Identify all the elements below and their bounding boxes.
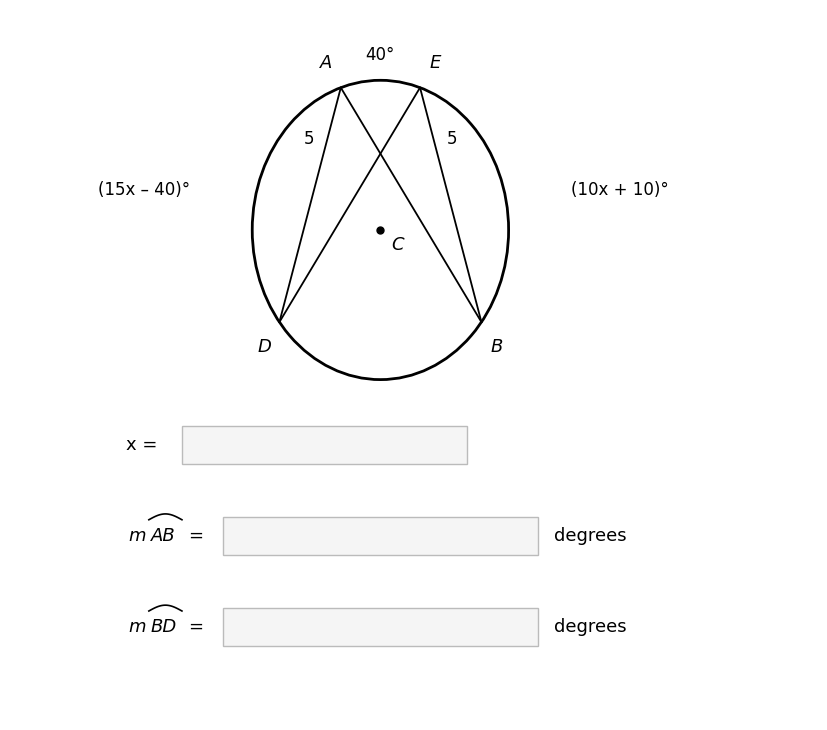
Text: m: m — [128, 527, 146, 545]
FancyBboxPatch shape — [182, 426, 467, 464]
Text: x =: x = — [126, 436, 157, 453]
Text: D: D — [257, 338, 271, 356]
Text: 40°: 40° — [366, 46, 395, 64]
Text: 5: 5 — [447, 130, 457, 148]
Text: degrees: degrees — [554, 618, 627, 636]
Text: m: m — [128, 618, 146, 636]
Text: C: C — [391, 236, 404, 254]
Text: E: E — [429, 53, 441, 72]
Text: (15x – 40)°: (15x – 40)° — [98, 181, 190, 199]
Text: AB: AB — [151, 527, 175, 545]
FancyBboxPatch shape — [223, 517, 538, 555]
Text: BD: BD — [151, 618, 177, 636]
Text: (10x + 10)°: (10x + 10)° — [571, 181, 668, 199]
Text: 5: 5 — [304, 130, 314, 148]
Text: B: B — [490, 338, 503, 356]
FancyBboxPatch shape — [223, 608, 538, 646]
Text: A: A — [320, 53, 332, 72]
Text: =: = — [188, 527, 203, 545]
Text: degrees: degrees — [554, 527, 627, 545]
Text: =: = — [188, 618, 203, 636]
